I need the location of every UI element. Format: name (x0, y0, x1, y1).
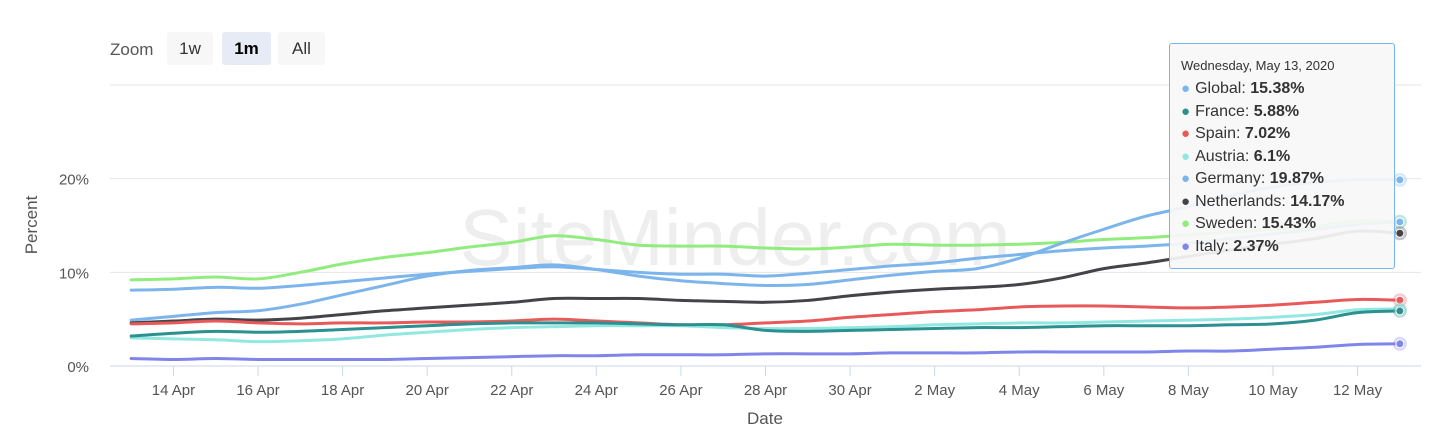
tooltip: Wednesday, May 13, 2020 ● Global: 15.38% ●… (1169, 43, 1395, 269)
x-tick-label: 24 Apr (575, 382, 618, 399)
x-axis: 14 Apr 16 Apr 18 Apr 20 Apr 22 Apr 24 Apr 26 A… (110, 365, 1421, 399)
tooltip-series-name: Global: (1195, 80, 1251, 97)
tooltip-row: ● Austria: 6.1% (1181, 146, 1384, 169)
tooltip-series-name: Spain: (1195, 125, 1245, 142)
x-tick-label: 6 May (1083, 382, 1124, 399)
zoom-1m-button[interactable]: 1m (222, 32, 271, 65)
y-axis: 0% 10% 20% (59, 172, 89, 376)
y-tick-label: 10% (59, 265, 89, 282)
x-tick-label: 4 May (999, 382, 1040, 399)
tooltip-series-name: Sweden: (1195, 215, 1262, 232)
tooltip-row: ● Spain: 7.02% (1181, 123, 1384, 146)
hover-marker-germany[interactable] (1395, 175, 1405, 185)
y-tick-label: 20% (59, 172, 89, 189)
x-tick-label: 26 Apr (659, 382, 702, 399)
tooltip-row: ● France: 5.88% (1181, 101, 1384, 124)
tooltip-row: ● Sweden: 15.43% (1181, 213, 1384, 236)
tooltip-series-value: 19.87% (1269, 170, 1325, 187)
tooltip-series-name: Austria: (1195, 147, 1254, 165)
x-tick-label: 12 May (1333, 382, 1383, 399)
series-line-italy (129, 342, 1402, 362)
tooltip-series-value: 2.37% (1233, 237, 1279, 255)
x-tick-label: 10 May (1248, 382, 1298, 399)
tooltip-rows: ● Global: 15.38% ● France: 5.88% ● Spain: 7.0… (1181, 78, 1384, 258)
y-axis-title: Percent (22, 195, 41, 254)
series-dot-icon: ● (1181, 170, 1191, 187)
hover-marker-france[interactable] (1395, 306, 1405, 316)
x-tick-label: 8 May (1168, 382, 1209, 399)
series-dot-icon: ● (1181, 125, 1191, 142)
x-tick-label: 28 Apr (744, 382, 787, 399)
series-line-spain (129, 297, 1402, 327)
zoom-label: Zoom (110, 40, 154, 59)
tooltip-series-value: 5.88% (1253, 102, 1300, 120)
tooltip-row: ● Global: 15.38% (1181, 78, 1384, 101)
tooltip-row: ● Netherlands: 14.17% (1181, 191, 1384, 214)
hover-marker-netherlands[interactable] (1395, 228, 1405, 238)
tooltip-series-value: 15.38% (1250, 80, 1305, 97)
series-dot-icon: ● (1181, 237, 1191, 255)
hover-marker-spain[interactable] (1395, 295, 1405, 305)
x-tick-label: 30 Apr (828, 382, 871, 399)
x-tick-label: 16 Apr (236, 382, 279, 399)
tooltip-date: Wednesday, May 13, 2020 (1181, 58, 1335, 73)
tooltip-row: ● Germany: 19.87% (1181, 168, 1384, 191)
tooltip-series-name: Italy: (1195, 237, 1234, 255)
x-tick-label: 20 Apr (405, 382, 448, 399)
tooltip-row: ● Italy: 2.37% (1181, 236, 1384, 259)
series-dot-icon: ● (1181, 147, 1191, 165)
x-tick-label: 2 May (914, 382, 955, 399)
tooltip-series-name: Germany: (1195, 170, 1270, 187)
series-line-austria (129, 307, 1402, 344)
series-dot-icon: ● (1181, 80, 1191, 97)
series-dot-icon: ● (1181, 102, 1191, 120)
y-tick-label: 0% (67, 359, 89, 376)
series-lines (129, 172, 1407, 362)
tooltip-series-name: France: (1195, 102, 1254, 120)
x-tick-label: 14 Apr (152, 382, 195, 399)
tooltip-series-value: 7.02% (1244, 125, 1291, 142)
tooltip-series-value: 15.43% (1261, 215, 1317, 232)
hover-marker-italy[interactable] (1395, 339, 1405, 349)
tooltip-series-value: 14.17% (1290, 192, 1345, 210)
series-line-france (129, 309, 1402, 338)
x-axis-title: Date (747, 409, 783, 428)
tooltip-series-value: 6.1% (1253, 147, 1291, 165)
x-tick-label: 22 Apr (490, 382, 533, 399)
series-dot-icon: ● (1181, 192, 1191, 210)
tooltip-series-name: Netherlands: (1195, 192, 1291, 210)
hover-marker-global[interactable] (1395, 217, 1405, 227)
zoom-1w-button[interactable]: 1w (167, 32, 213, 65)
series-dot-icon: ● (1181, 215, 1191, 232)
zoom-all-button[interactable]: All (278, 32, 325, 65)
x-tick-label: 18 Apr (321, 382, 364, 399)
